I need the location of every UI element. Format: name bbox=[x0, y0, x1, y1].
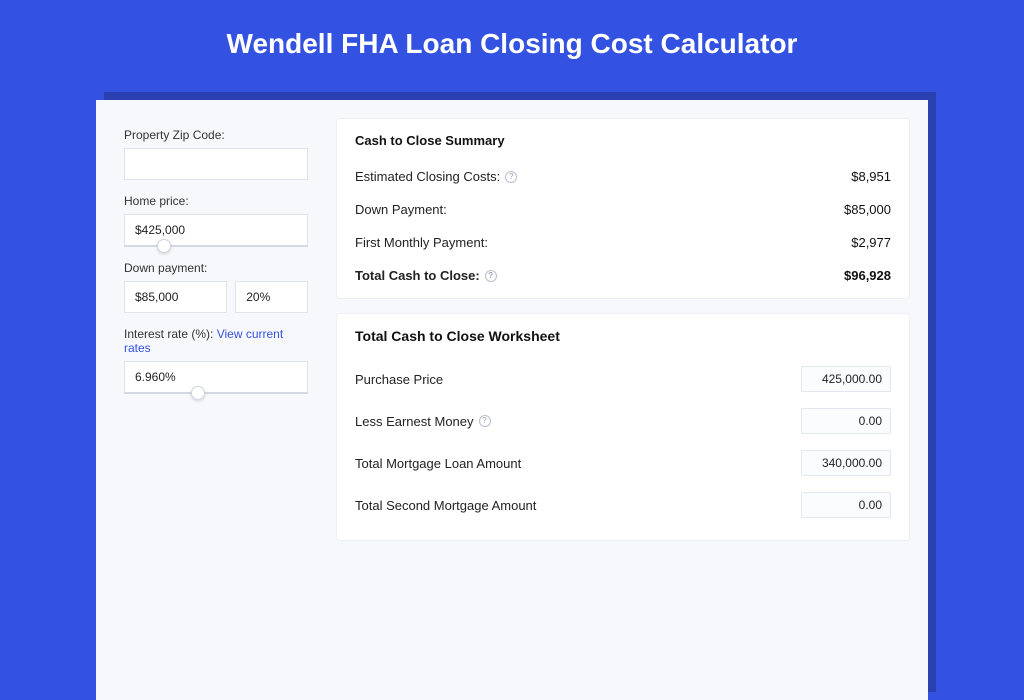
inputs-panel: Property Zip Code: Home price: Down paym… bbox=[96, 100, 326, 700]
interest-rate-slider[interactable] bbox=[124, 392, 308, 394]
worksheet-row: Total Mortgage Loan Amount 340,000.00 bbox=[355, 442, 891, 484]
field-down-payment: Down payment: bbox=[124, 261, 308, 313]
worksheet-row: Less Earnest Money ? 0.00 bbox=[355, 400, 891, 442]
page-title: Wendell FHA Loan Closing Cost Calculator bbox=[0, 0, 1024, 82]
zip-label: Property Zip Code: bbox=[124, 128, 308, 142]
summary-row-value: $8,951 bbox=[851, 169, 891, 184]
down-payment-pct-input[interactable] bbox=[235, 281, 308, 313]
field-home-price: Home price: bbox=[124, 194, 308, 247]
summary-title: Cash to Close Summary bbox=[355, 133, 891, 148]
field-interest-rate: Interest rate (%): View current rates bbox=[124, 327, 308, 394]
home-price-slider[interactable] bbox=[124, 245, 308, 247]
summary-total-row: Total Cash to Close: ? $96,928 bbox=[355, 259, 891, 292]
worksheet-row-value: 0.00 bbox=[801, 408, 891, 434]
summary-total-value: $96,928 bbox=[844, 268, 891, 283]
worksheet-title: Total Cash to Close Worksheet bbox=[355, 328, 891, 344]
worksheet-row-label: Purchase Price bbox=[355, 372, 443, 387]
home-price-input[interactable] bbox=[124, 214, 308, 246]
worksheet-row-label: Total Second Mortgage Amount bbox=[355, 498, 536, 513]
down-payment-label: Down payment: bbox=[124, 261, 308, 275]
summary-row-label: First Monthly Payment: bbox=[355, 235, 488, 250]
results-panel: Cash to Close Summary Estimated Closing … bbox=[326, 100, 928, 700]
worksheet-row-label: Less Earnest Money bbox=[355, 414, 474, 429]
summary-row: Estimated Closing Costs: ? $8,951 bbox=[355, 160, 891, 193]
zip-input[interactable] bbox=[124, 148, 308, 180]
worksheet-row-label: Total Mortgage Loan Amount bbox=[355, 456, 521, 471]
summary-row: Down Payment: $85,000 bbox=[355, 193, 891, 226]
interest-rate-label: Interest rate (%): View current rates bbox=[124, 327, 308, 355]
help-icon[interactable]: ? bbox=[485, 270, 497, 282]
worksheet-row-value: 0.00 bbox=[801, 492, 891, 518]
summary-row-label: Estimated Closing Costs: bbox=[355, 169, 500, 184]
worksheet-row: Purchase Price 425,000.00 bbox=[355, 358, 891, 400]
summary-card: Cash to Close Summary Estimated Closing … bbox=[336, 118, 910, 299]
interest-rate-input[interactable] bbox=[124, 361, 308, 393]
worksheet-card: Total Cash to Close Worksheet Purchase P… bbox=[336, 313, 910, 541]
home-price-slider-thumb[interactable] bbox=[157, 239, 171, 253]
down-payment-input[interactable] bbox=[124, 281, 227, 313]
help-icon[interactable]: ? bbox=[505, 171, 517, 183]
calculator-card: Property Zip Code: Home price: Down paym… bbox=[96, 100, 928, 700]
summary-row: First Monthly Payment: $2,977 bbox=[355, 226, 891, 259]
interest-rate-slider-thumb[interactable] bbox=[191, 386, 205, 400]
worksheet-row: Total Second Mortgage Amount 0.00 bbox=[355, 484, 891, 526]
summary-row-value: $2,977 bbox=[851, 235, 891, 250]
home-price-label: Home price: bbox=[124, 194, 308, 208]
help-icon[interactable]: ? bbox=[479, 415, 491, 427]
summary-row-label: Down Payment: bbox=[355, 202, 447, 217]
field-zip: Property Zip Code: bbox=[124, 128, 308, 180]
summary-total-label: Total Cash to Close: bbox=[355, 268, 480, 283]
summary-row-value: $85,000 bbox=[844, 202, 891, 217]
worksheet-row-value: 340,000.00 bbox=[801, 450, 891, 476]
interest-rate-label-text: Interest rate (%): bbox=[124, 327, 213, 341]
worksheet-row-value: 425,000.00 bbox=[801, 366, 891, 392]
